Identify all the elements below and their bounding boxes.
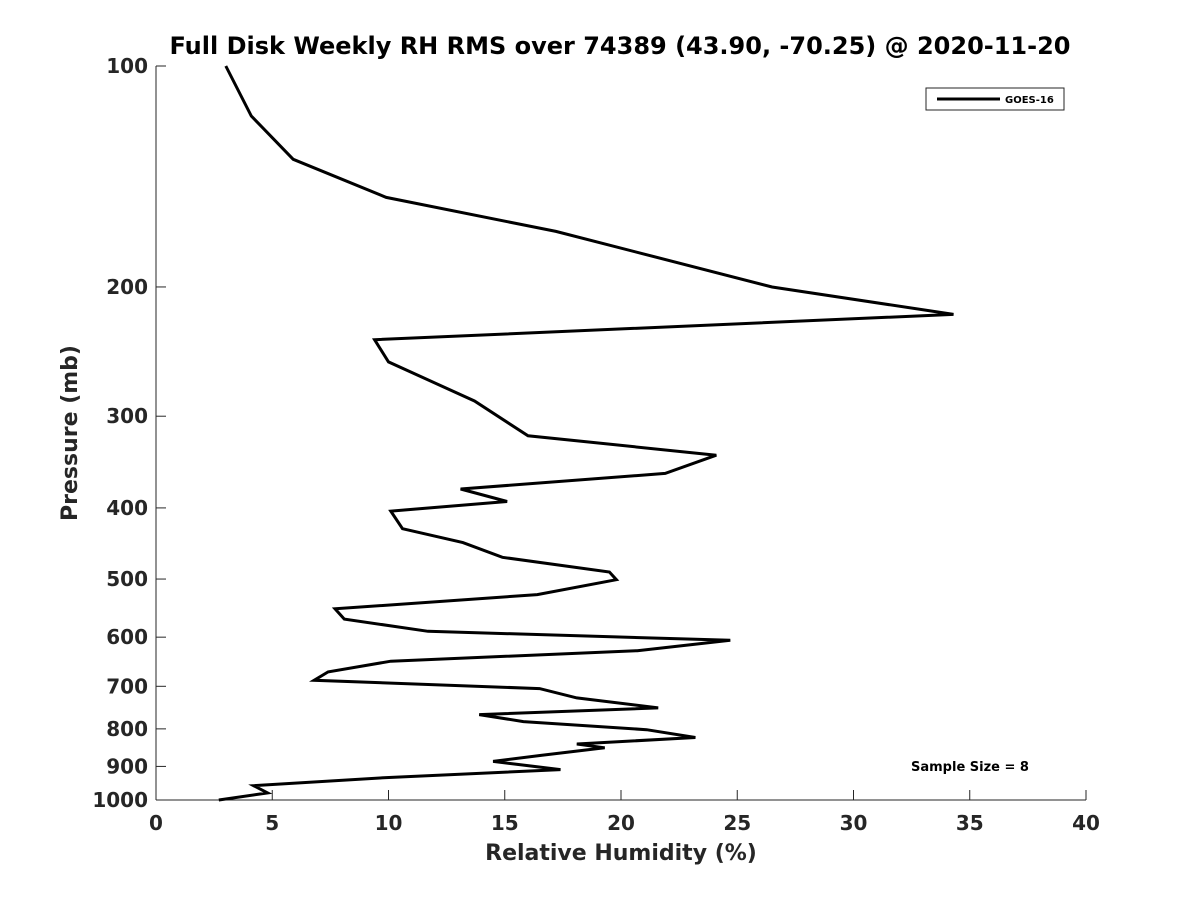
series-line-goes-16 <box>218 65 954 802</box>
y-tick-label: 600 <box>106 625 148 649</box>
y-tick-label: 400 <box>106 496 148 520</box>
y-tick-label: 800 <box>106 717 148 741</box>
y-tick-label: 500 <box>106 567 148 591</box>
x-tick-label: 30 <box>840 811 868 835</box>
y-tick-label: 900 <box>106 754 148 778</box>
y-tick-label: 200 <box>106 275 148 299</box>
series-lines <box>218 65 954 802</box>
legend: GOES-16 <box>925 87 1065 111</box>
x-axis-label: Relative Humidity (%) <box>485 841 757 866</box>
y-tick-label: 1000 <box>92 788 148 812</box>
x-tick-label: 25 <box>723 811 751 835</box>
x-tick-label: 15 <box>491 811 519 835</box>
y-tick-label: 700 <box>106 674 148 698</box>
x-ticks: 0 5 10 15 20 25 30 35 40 <box>149 790 1100 835</box>
sample-size-annotation: Sample Size = 8 <box>911 760 1029 775</box>
chart-title: Full Disk Weekly RH RMS over 74389 (43.9… <box>169 32 1070 60</box>
x-tick-label: 5 <box>265 811 279 835</box>
x-tick-label: 40 <box>1072 811 1100 835</box>
y-tick-label: 300 <box>106 404 148 428</box>
y-tick-label: 100 <box>106 54 148 78</box>
y-axis-label: Pressure (mb) <box>58 345 83 521</box>
x-tick-label: 35 <box>956 811 984 835</box>
legend-label: GOES-16 <box>1005 95 1054 106</box>
x-tick-label: 20 <box>607 811 635 835</box>
x-tick-label: 0 <box>149 811 163 835</box>
y-ticks: 100 200 300 400 500 600 700 800 900 1000 <box>92 54 166 812</box>
x-tick-label: 10 <box>375 811 403 835</box>
